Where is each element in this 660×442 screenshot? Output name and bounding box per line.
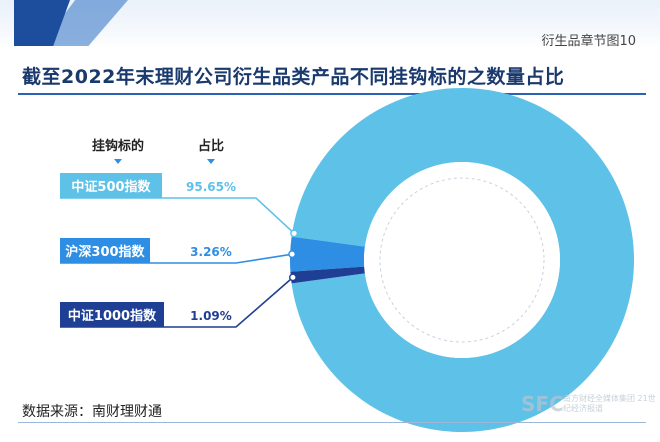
value-label: 1.09%: [190, 309, 232, 323]
donut-segment-3: [290, 266, 365, 284]
data-source-note: 数据来源：南财理财通: [22, 404, 162, 420]
donut-segment-1: [291, 88, 634, 432]
category-label: 沪深300指数: [65, 244, 145, 260]
chart-title: 截至2022年末理财公司衍生品类产品不同挂钩标的之数量占比: [22, 66, 565, 88]
donut-hole: [364, 162, 560, 358]
category-label-box: [60, 302, 164, 327]
header-marker-icon: [207, 159, 215, 164]
donut-inner-guide: [379, 177, 545, 343]
leader-dot: [290, 229, 299, 238]
section-tag: 衍生品章节图10: [541, 34, 636, 49]
header-marker-icon: [114, 159, 122, 164]
category-label: 中证500指数: [71, 179, 151, 195]
value-label: 95.65%: [186, 180, 236, 194]
category-label-box: [60, 173, 162, 198]
column-header-share: 占比: [198, 138, 224, 154]
category-label: 中证1000指数: [68, 308, 157, 324]
donut-segment-2: [290, 236, 365, 272]
leader-line: [60, 197, 295, 234]
category-label-box: [60, 238, 150, 263]
value-label: 3.26%: [190, 245, 232, 259]
bottom-divider: [18, 422, 646, 423]
leader-dot: [288, 250, 296, 259]
leader-dot: [288, 273, 297, 282]
title-divider: [18, 93, 646, 95]
watermark-text: 南方财经全媒体集团 21世纪经济报道: [563, 394, 656, 413]
column-header-target: 挂钩标的: [92, 138, 144, 154]
watermark-logo: SFC: [521, 392, 564, 416]
